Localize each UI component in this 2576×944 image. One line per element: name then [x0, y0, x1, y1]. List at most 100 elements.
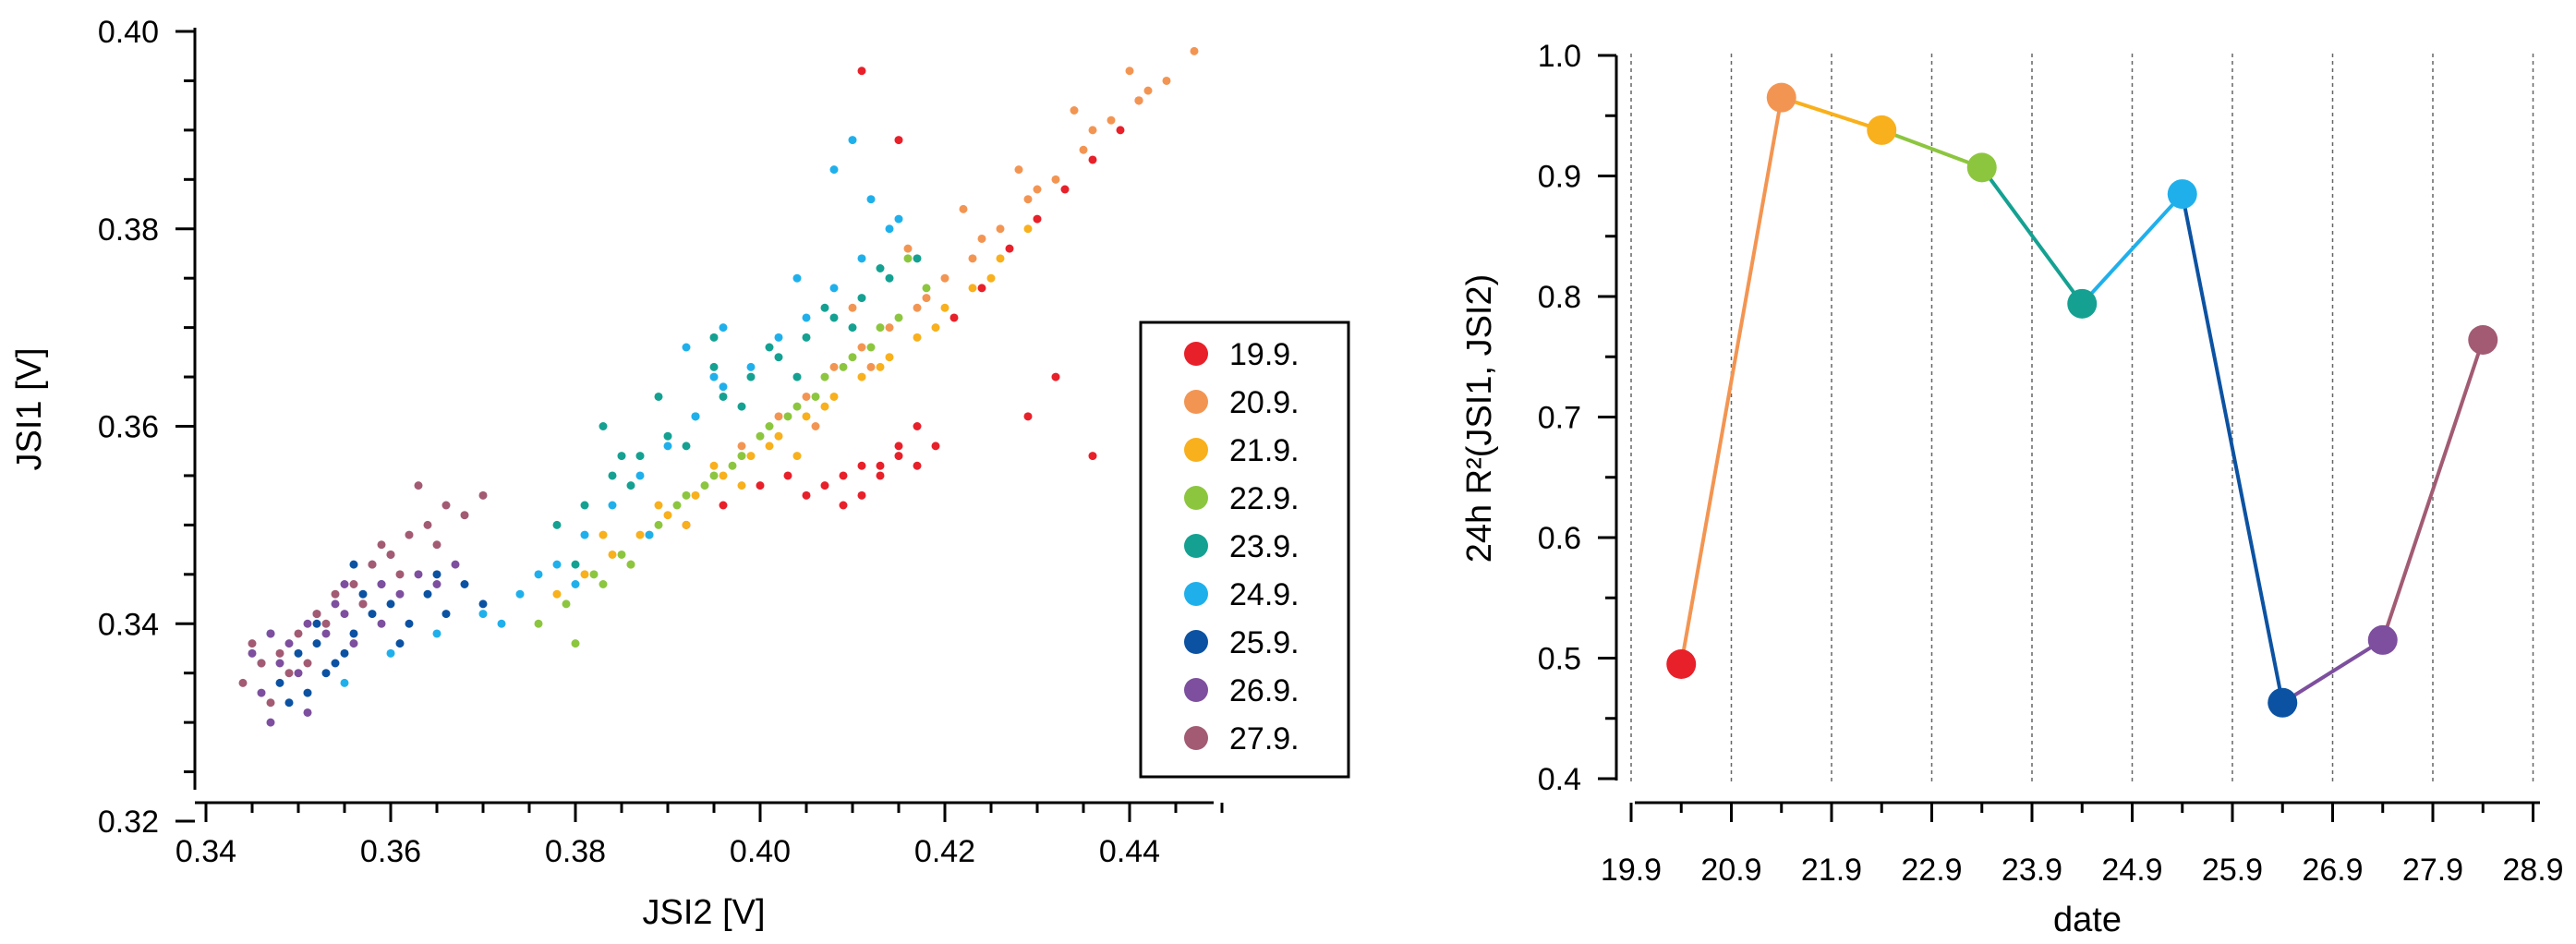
r2-segment [1679, 97, 1784, 665]
right-y-tick-label: 0.7 [1538, 401, 1581, 436]
scatter-point [349, 580, 358, 588]
scatter-point [709, 362, 719, 371]
scatter-point [248, 639, 257, 648]
legend-marker [1184, 630, 1208, 654]
scatter-point [922, 284, 931, 293]
scatter-point [774, 412, 783, 421]
scatter-point [774, 431, 783, 441]
legend-marker [1184, 678, 1208, 702]
scatter-point [534, 570, 543, 579]
scatter-point [940, 303, 949, 312]
scatter-point [682, 490, 691, 500]
scatter-point [996, 224, 1005, 234]
right-y-tick-label: 0.4 [1538, 762, 1581, 797]
scatter-point [857, 254, 866, 263]
scatter-point [331, 589, 340, 599]
scatter-point [728, 461, 737, 470]
scatter-point [321, 669, 331, 678]
legend: 19.9. 20.9. 21.9. 22.9. 23.9. 24.9. 25.9. 26.9.… [1139, 321, 1350, 779]
scatter-point [405, 619, 414, 628]
right-y-tick-label: 0.5 [1538, 642, 1581, 677]
scatter-point [663, 511, 672, 520]
scatter-point [599, 422, 608, 430]
scatter-point [1079, 145, 1088, 154]
left-x-tick-label: 0.36 [360, 834, 421, 869]
scatter-point [349, 629, 358, 638]
scatter-point [848, 353, 857, 362]
legend-marker [1184, 342, 1208, 366]
scatter-point [312, 619, 321, 628]
scatter-point [617, 452, 626, 461]
scatter-point [441, 501, 451, 510]
scatter-point [719, 382, 728, 392]
scatter-point [1143, 86, 1153, 95]
scatter-point [931, 323, 940, 333]
scatter-point [792, 273, 802, 283]
right-y-ticks: 0.4 0.5 0.6 0.7 0.8 0.9 1.0 [1538, 39, 1616, 797]
scatter-point [294, 648, 303, 658]
scatter-point [829, 362, 839, 371]
scatter-point [820, 372, 829, 381]
scatter-point [340, 610, 349, 619]
scatter-point [977, 284, 986, 293]
scatter-point [1023, 224, 1033, 234]
legend-marker [1184, 534, 1208, 558]
scatter-point [876, 323, 885, 333]
left-y-ticks: 0.32 0.34 0.36 0.38 0.40 [98, 15, 195, 840]
r2-point [2367, 624, 2398, 655]
scatter-point [1088, 155, 1097, 164]
scatter-point [691, 412, 700, 421]
scatter-point [986, 273, 996, 283]
scatter-point [792, 372, 802, 381]
r2-point [2468, 324, 2498, 355]
legend-label: 20.9. [1229, 385, 1300, 420]
scatter-point [284, 698, 294, 708]
scatter-point [358, 599, 368, 609]
scatter-point [599, 580, 608, 588]
scatter-point [1051, 175, 1060, 184]
scatter-point [349, 639, 358, 648]
scatter-point [358, 589, 368, 599]
scatter-point [774, 353, 783, 362]
scatter-points [238, 46, 1199, 727]
scatter-point [885, 273, 894, 283]
scatter-point [719, 323, 728, 333]
scatter-point [719, 471, 728, 480]
scatter-point [885, 323, 894, 333]
scatter-point [913, 303, 922, 312]
legend-label: 23.9. [1229, 529, 1300, 564]
scatter-point [903, 244, 913, 253]
scatter-point [682, 343, 691, 352]
scatter-point [257, 659, 266, 668]
r2-lines [1679, 95, 2485, 705]
scatter-point [423, 589, 432, 599]
scatter-point [903, 254, 913, 263]
scatter-point [395, 570, 405, 579]
scatter-point [321, 619, 331, 628]
scatter-point [709, 372, 719, 381]
scatter-point [275, 678, 284, 687]
scatter-point [866, 195, 876, 204]
scatter-point [432, 580, 441, 588]
scatter-point [996, 254, 1005, 263]
left-x-tick-label: 0.42 [914, 834, 975, 869]
right-y-tick-label: 0.8 [1538, 280, 1581, 315]
scatter-point [811, 392, 820, 401]
scatter-point [894, 452, 903, 461]
scatter-point [1051, 372, 1060, 381]
scatter-point [913, 333, 922, 342]
scatter-point [571, 639, 580, 648]
right-y-axis-label: 24h R²(JSI1, JSI2) [1460, 274, 1499, 563]
scatter-point [451, 560, 460, 569]
r2-point [1666, 649, 1697, 680]
scatter-point [829, 165, 839, 175]
scatter-point [1060, 185, 1070, 194]
scatter-point [839, 471, 848, 480]
scatter-point [1005, 244, 1014, 253]
scatter-point [635, 471, 645, 480]
scatter-point [275, 648, 284, 658]
r2-point [1966, 152, 1997, 183]
scatter-point [608, 550, 617, 559]
r2-segment [2180, 193, 2285, 704]
right-x-tick-label: 24.9 [2101, 853, 2162, 888]
